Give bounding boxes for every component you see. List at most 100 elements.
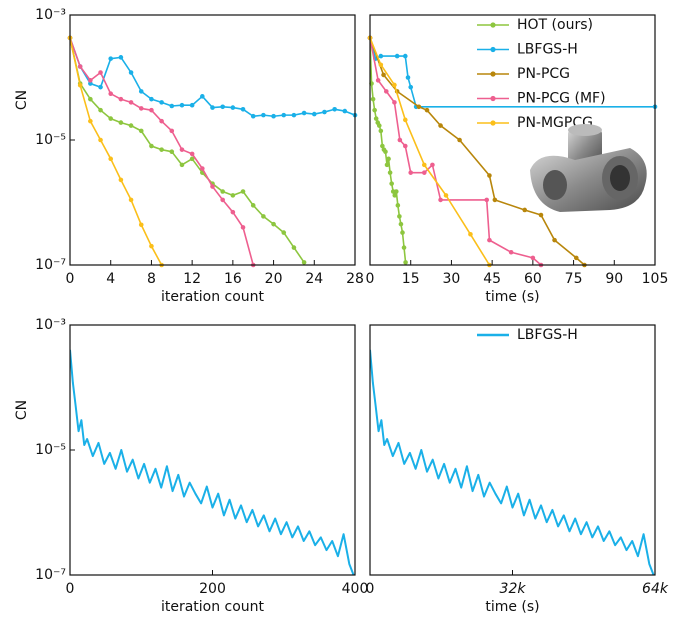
point (179, 102, 185, 108)
point (484, 197, 490, 203)
point (416, 104, 422, 110)
point (210, 105, 215, 110)
point (400, 230, 405, 235)
x-tick-label: 45 (483, 271, 501, 287)
point (77, 83, 83, 88)
y-tick-label: 10⁻⁵ (35, 442, 66, 458)
plot-area: 0 15 30 45 60 75 90 105 time (s) HOT (ours) LBFGS-… (366, 14, 669, 305)
point (402, 117, 408, 123)
point (424, 107, 430, 113)
point (383, 149, 388, 154)
series-line (370, 37, 407, 263)
x-tick-label: 105 (642, 271, 669, 287)
point (430, 162, 435, 168)
point (508, 249, 514, 255)
point (98, 70, 103, 75)
point (128, 197, 134, 203)
point (220, 197, 225, 203)
point (230, 193, 236, 198)
point (149, 243, 154, 249)
point (118, 120, 124, 125)
point (370, 96, 376, 102)
point (376, 123, 382, 128)
axes-frame (69, 324, 356, 576)
point (250, 113, 256, 119)
y-tick-label: 10⁻⁷ (35, 567, 66, 583)
legend-label: PN-PCG (517, 66, 570, 82)
point (271, 113, 276, 119)
series-line (370, 37, 491, 266)
point (384, 162, 390, 168)
legend-label: LBFGS-H (517, 42, 578, 58)
point (392, 100, 397, 105)
point (77, 64, 83, 69)
point (332, 106, 337, 112)
point (88, 81, 93, 86)
point (128, 100, 134, 105)
point (88, 78, 93, 83)
legend-marker (490, 46, 496, 53)
y-tick-label: 10⁻⁷ (35, 257, 66, 273)
point (220, 104, 225, 110)
point (261, 214, 266, 219)
point (200, 94, 205, 99)
series-line (370, 37, 542, 266)
x-tick-label: 64k (642, 581, 669, 597)
point (301, 110, 307, 116)
point (387, 170, 393, 175)
axes-frame (369, 14, 656, 266)
point (397, 137, 403, 143)
x-tick-label: 4 (106, 271, 115, 287)
x-tick-label: 28 (346, 271, 364, 287)
point (487, 237, 492, 243)
plot-area: 0 200 400 10⁻³ 10⁻⁵ 10⁻⁷ iteration count CN (14, 317, 368, 615)
x-axis-label: iteration count (161, 289, 265, 305)
legend-marker (490, 22, 496, 28)
x-tick-label: 32k (500, 581, 527, 597)
point (457, 137, 462, 143)
point (98, 137, 103, 143)
legend-marker (490, 120, 496, 126)
point (138, 106, 144, 111)
point (230, 209, 236, 215)
point (492, 197, 498, 203)
point (220, 189, 225, 194)
point (408, 84, 414, 90)
legend-marker (490, 95, 496, 102)
axes-frame (69, 14, 356, 266)
x-tick-label: 0 (366, 581, 375, 597)
point (240, 106, 246, 112)
point (403, 260, 408, 265)
point (118, 55, 124, 60)
point (108, 156, 114, 162)
point (159, 118, 164, 124)
x-tick-label: 90 (605, 271, 623, 287)
point (240, 225, 246, 230)
point (138, 128, 144, 134)
point (281, 230, 287, 235)
point (179, 162, 185, 168)
point (573, 255, 579, 261)
point (138, 89, 144, 94)
x-tick-label: 75 (565, 271, 583, 287)
point (398, 221, 404, 227)
point (179, 147, 185, 152)
point (397, 214, 402, 219)
y-tick-label: 10⁻³ (35, 7, 66, 23)
point (291, 112, 297, 118)
x-tick-label: 16 (224, 271, 242, 287)
point (159, 147, 164, 152)
y-tick-label: 10⁻⁵ (35, 132, 66, 148)
point (281, 112, 287, 118)
point (169, 103, 175, 109)
point (378, 53, 384, 59)
point (322, 109, 327, 115)
point (487, 173, 492, 178)
point (98, 84, 103, 90)
point (210, 184, 215, 189)
point (189, 102, 195, 108)
point (392, 82, 397, 88)
x-tick-label: 0 (66, 271, 75, 287)
point (395, 203, 401, 208)
point (311, 111, 317, 117)
